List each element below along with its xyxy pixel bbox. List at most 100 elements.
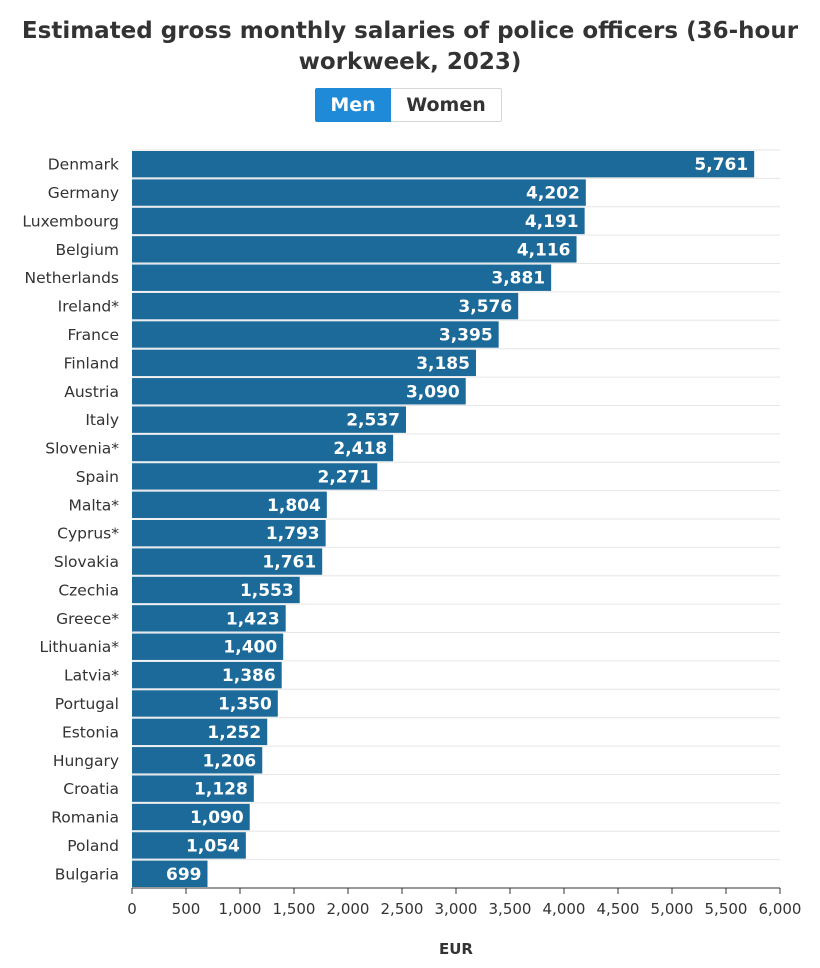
bar[interactable] bbox=[132, 633, 284, 660]
bar[interactable] bbox=[132, 661, 282, 689]
bar[interactable] bbox=[132, 832, 246, 859]
x-tick-label: 3,000 bbox=[435, 900, 478, 918]
category-label: Germany bbox=[48, 184, 119, 202]
data-label: 2,537 bbox=[346, 411, 400, 431]
bar[interactable] bbox=[132, 349, 476, 377]
bar[interactable] bbox=[132, 406, 406, 433]
category-label: Croatia bbox=[63, 780, 119, 798]
x-tick-label: 4,000 bbox=[543, 900, 586, 918]
data-label: 1,128 bbox=[194, 780, 248, 800]
data-label: 1,761 bbox=[262, 553, 316, 573]
x-tick-label: 1,000 bbox=[219, 900, 262, 918]
category-label: Slovakia bbox=[54, 553, 119, 571]
bar[interactable] bbox=[132, 605, 286, 632]
bar[interactable] bbox=[132, 803, 250, 831]
category-label: Cyprus* bbox=[57, 525, 119, 543]
category-label: Slovenia* bbox=[45, 440, 119, 458]
value-labels: 5,761 4,202 4,191 4,116 3,881 3,576 3,395 3,185… bbox=[166, 155, 748, 885]
category-label: Portugal bbox=[55, 695, 119, 713]
x-tick-label: 2,500 bbox=[381, 900, 424, 918]
bar[interactable] bbox=[132, 236, 577, 263]
data-label: 1,386 bbox=[222, 666, 276, 686]
data-label: 3,395 bbox=[439, 326, 493, 346]
tab-women[interactable]: Women bbox=[391, 88, 502, 122]
category-label: Latvia* bbox=[64, 667, 119, 685]
category-label: Luxembourg bbox=[22, 212, 119, 230]
x-tick-label: 0 bbox=[127, 900, 137, 918]
data-label: 3,185 bbox=[416, 354, 470, 374]
x-axis-title: EUR bbox=[439, 940, 473, 958]
bar[interactable] bbox=[132, 179, 586, 206]
category-label: Austria bbox=[64, 383, 119, 401]
bar[interactable] bbox=[132, 718, 268, 746]
series-toggle: Men Women bbox=[315, 88, 502, 122]
bar[interactable] bbox=[132, 151, 755, 178]
data-label: 1,350 bbox=[218, 695, 272, 715]
data-label: 4,202 bbox=[526, 184, 580, 204]
gridlines bbox=[132, 149, 780, 889]
bar[interactable] bbox=[132, 548, 323, 575]
data-label: 699 bbox=[166, 865, 202, 885]
category-label: Denmark bbox=[48, 156, 119, 174]
x-tick-label: 4,500 bbox=[597, 900, 640, 918]
data-label: 2,271 bbox=[317, 467, 371, 487]
category-label: Finland bbox=[64, 354, 119, 372]
category-label: France bbox=[67, 326, 119, 344]
x-tick-label: 6,000 bbox=[759, 900, 802, 918]
data-label: 3,881 bbox=[491, 269, 545, 289]
category-label: Poland bbox=[67, 837, 119, 855]
tab-men[interactable]: Men bbox=[315, 88, 391, 122]
chart-title-line-2: workweek, 2023) bbox=[298, 49, 522, 75]
data-label: 3,576 bbox=[458, 297, 512, 317]
bar[interactable] bbox=[132, 491, 327, 518]
bar[interactable] bbox=[132, 463, 378, 490]
x-tick-label: 5,500 bbox=[705, 900, 748, 918]
x-tick-label: 1,500 bbox=[273, 900, 316, 918]
category-label: Hungary bbox=[53, 752, 119, 770]
data-label: 1,804 bbox=[267, 496, 321, 516]
chart-title-line-1: Estimated gross monthly salaries of poli… bbox=[21, 18, 799, 44]
data-label: 4,116 bbox=[517, 240, 571, 260]
data-label: 1,252 bbox=[207, 723, 261, 743]
category-label: Belgium bbox=[55, 241, 119, 259]
category-label: Czechia bbox=[58, 581, 119, 599]
data-label: 1,423 bbox=[226, 609, 280, 629]
x-tick-label: 500 bbox=[172, 900, 201, 918]
data-label: 1,206 bbox=[202, 751, 256, 771]
bar[interactable] bbox=[132, 775, 254, 802]
bar[interactable] bbox=[132, 207, 585, 235]
category-label: Romania bbox=[51, 809, 119, 827]
bar[interactable] bbox=[132, 690, 278, 717]
category-label: Bulgaria bbox=[55, 865, 119, 883]
data-label: 2,418 bbox=[333, 439, 387, 459]
bar[interactable] bbox=[132, 378, 466, 405]
data-label: 1,400 bbox=[223, 638, 277, 658]
bar[interactable] bbox=[132, 576, 300, 604]
category-label: Netherlands bbox=[25, 269, 119, 287]
category-label: Estonia bbox=[62, 723, 119, 741]
category-label: Ireland* bbox=[58, 298, 120, 316]
category-labels: Denmark Germany Luxembourg Belgium Netherlan… bbox=[22, 156, 119, 884]
category-label: Greece* bbox=[56, 610, 119, 628]
category-label: Italy bbox=[85, 411, 119, 429]
category-label: Malta* bbox=[68, 496, 119, 514]
bar[interactable] bbox=[132, 860, 208, 887]
bar[interactable] bbox=[132, 264, 552, 291]
data-label: 1,090 bbox=[190, 808, 244, 828]
data-label: 4,191 bbox=[525, 212, 579, 232]
data-label: 5,761 bbox=[694, 155, 748, 175]
bar[interactable] bbox=[132, 292, 519, 320]
bars bbox=[132, 151, 755, 887]
x-tick-label: 5,000 bbox=[651, 900, 694, 918]
x-tick-label: 2,000 bbox=[327, 900, 370, 918]
category-label: Lithuania* bbox=[39, 638, 119, 656]
data-label: 3,090 bbox=[406, 382, 460, 402]
bar[interactable] bbox=[132, 747, 263, 774]
bar[interactable] bbox=[132, 520, 326, 547]
bar[interactable] bbox=[132, 434, 394, 462]
bar[interactable] bbox=[132, 321, 499, 348]
data-label: 1,553 bbox=[240, 581, 294, 601]
data-label: 1,054 bbox=[186, 836, 240, 856]
data-label: 1,793 bbox=[266, 524, 320, 544]
